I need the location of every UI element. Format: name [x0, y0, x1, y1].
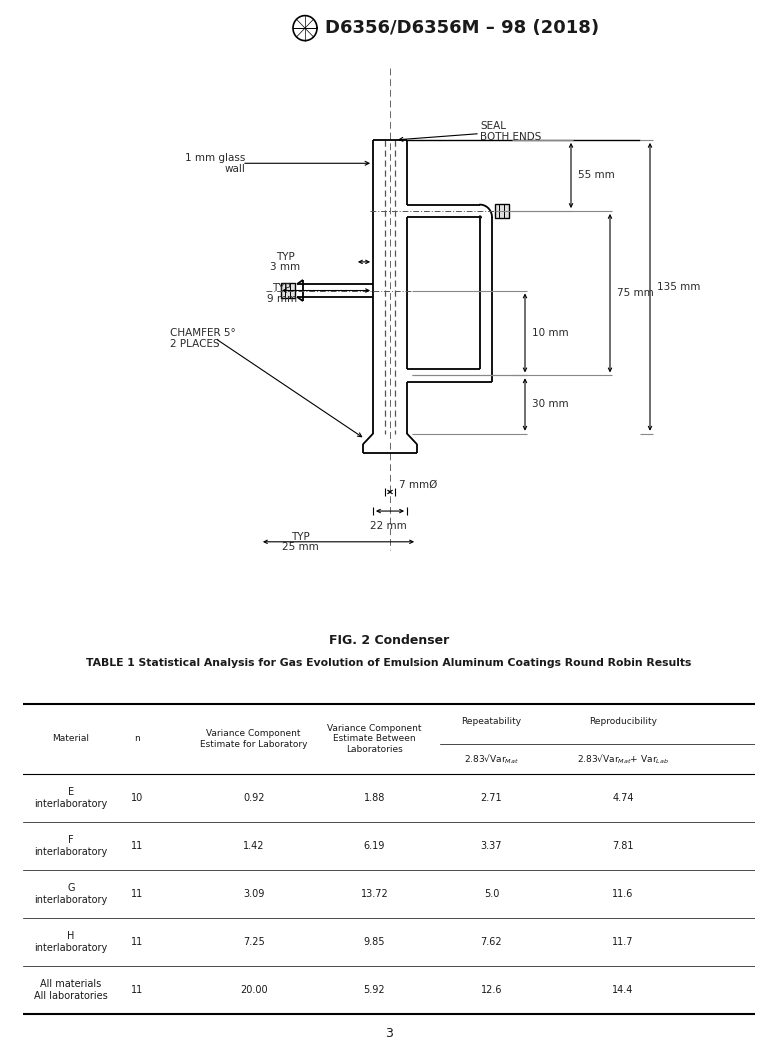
Text: Reproducibility: Reproducibility: [589, 717, 657, 727]
Text: 5.92: 5.92: [363, 985, 385, 995]
Text: 7.81: 7.81: [612, 841, 634, 852]
Text: E
interlaboratory: E interlaboratory: [34, 787, 107, 809]
Text: 11.6: 11.6: [612, 889, 634, 899]
Text: 6.19: 6.19: [363, 841, 385, 852]
Text: TABLE 1 Statistical Analysis for Gas Evolution of Emulsion Aluminum Coatings Rou: TABLE 1 Statistical Analysis for Gas Evo…: [86, 658, 692, 667]
Text: 9 mm: 9 mm: [267, 294, 297, 304]
Text: Material: Material: [52, 735, 89, 743]
Text: 11: 11: [131, 841, 143, 852]
Text: TYP: TYP: [291, 532, 310, 541]
Text: 2.83√Var$_{Mat}$+ Var$_{Lab}$: 2.83√Var$_{Mat}$+ Var$_{Lab}$: [577, 752, 669, 765]
Text: 4.74: 4.74: [612, 793, 634, 803]
Text: 11: 11: [131, 985, 143, 995]
Text: G
interlaboratory: G interlaboratory: [34, 884, 107, 905]
Text: F
interlaboratory: F interlaboratory: [34, 835, 107, 857]
Text: 2.83√Var$_{Mat}$: 2.83√Var$_{Mat}$: [464, 752, 519, 765]
Text: 9.85: 9.85: [363, 937, 385, 947]
Bar: [495, 204, 509, 219]
Text: 55 mm: 55 mm: [578, 171, 615, 180]
Text: 11.7: 11.7: [612, 937, 634, 947]
Text: 3.37: 3.37: [481, 841, 502, 852]
Text: 3.09: 3.09: [243, 889, 265, 899]
Text: TYP.: TYP.: [272, 283, 293, 294]
Text: 22 mm: 22 mm: [370, 520, 406, 531]
Text: CHAMFER 5°: CHAMFER 5°: [170, 328, 236, 338]
Text: 75 mm: 75 mm: [617, 288, 654, 298]
Text: 14.4: 14.4: [612, 985, 634, 995]
Text: 30 mm: 30 mm: [532, 400, 569, 409]
Text: Variance Component
Estimate for Laboratory: Variance Component Estimate for Laborato…: [200, 730, 307, 748]
Text: 25 mm: 25 mm: [282, 542, 318, 552]
Text: n: n: [134, 735, 139, 743]
Text: 13.72: 13.72: [360, 889, 388, 899]
Text: 11: 11: [131, 889, 143, 899]
Text: 2 PLACES: 2 PLACES: [170, 338, 219, 349]
Text: 20.00: 20.00: [240, 985, 268, 995]
Text: 10: 10: [131, 793, 143, 803]
Text: D6356/D6356M – 98 (2018): D6356/D6356M – 98 (2018): [325, 19, 599, 37]
Text: 3: 3: [385, 1026, 393, 1040]
Text: Repeatability: Repeatability: [461, 717, 521, 727]
Text: BOTH ENDS: BOTH ENDS: [480, 132, 541, 142]
Text: H
interlaboratory: H interlaboratory: [34, 932, 107, 953]
Text: Variance Component
Estimate Between
Laboratories: Variance Component Estimate Between Labo…: [327, 725, 422, 754]
Text: FIG. 2 Condenser: FIG. 2 Condenser: [329, 634, 449, 646]
Text: 1.42: 1.42: [243, 841, 265, 852]
Text: 7 mmØ: 7 mmØ: [399, 480, 437, 490]
Text: 7.62: 7.62: [481, 937, 502, 947]
Text: All materials
All laboratories: All materials All laboratories: [34, 980, 107, 1001]
Text: 10 mm: 10 mm: [532, 328, 569, 338]
Text: TYP: TYP: [275, 252, 294, 261]
Text: 0.92: 0.92: [243, 793, 265, 803]
Text: 5.0: 5.0: [484, 889, 499, 899]
Text: 7.25: 7.25: [243, 937, 265, 947]
Text: 3 mm: 3 mm: [270, 262, 300, 272]
Text: 11: 11: [131, 937, 143, 947]
Text: 2.71: 2.71: [481, 793, 502, 803]
Text: 1 mm glass: 1 mm glass: [184, 153, 245, 163]
Text: wall: wall: [224, 163, 245, 174]
Text: 1.88: 1.88: [363, 793, 385, 803]
Bar: [281, 283, 295, 298]
Text: 12.6: 12.6: [481, 985, 502, 995]
Text: 135 mm: 135 mm: [657, 282, 700, 291]
Text: SEAL: SEAL: [480, 121, 506, 131]
